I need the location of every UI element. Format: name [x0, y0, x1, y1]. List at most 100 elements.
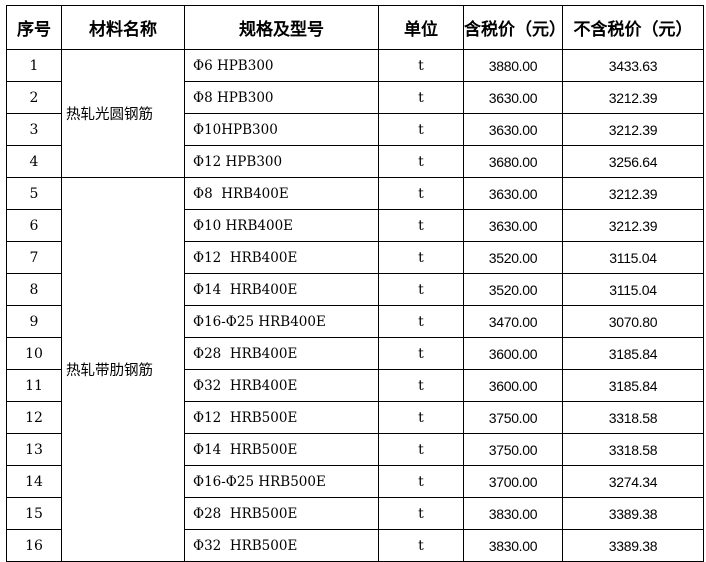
unit: t [378, 81, 464, 114]
spec: Φ8 HRB400E [184, 177, 379, 210]
unit: t [378, 529, 464, 562]
spec: Φ16-Φ25 HRB500E [184, 465, 379, 498]
unit: t [378, 145, 464, 178]
table-row: 5 热轧带肋钢筋 Φ8 HRB400E t 3630.00 3212.39 [6, 177, 704, 562]
unit: t [378, 369, 464, 402]
table-row: 3 Φ10HPB300 t 3630.00 3212.39 [6, 113, 704, 146]
header-row: 序号 材料名称 规格及型号 单位 含税价（元） 不含税价（元） [6, 5, 704, 50]
price-with-tax: 3600.00 [463, 369, 563, 402]
row-number: 9 [6, 305, 62, 338]
price-without-tax: 3185.84 [562, 369, 704, 402]
row-number: 14 [6, 465, 62, 498]
row-number: 5 [6, 177, 62, 210]
price-with-tax: 3680.00 [463, 145, 563, 178]
price-with-tax: 3600.00 [463, 337, 563, 370]
spec: Φ8 HPB300 [184, 81, 379, 114]
table-row: 14 Φ16-Φ25 HRB500E t 3700.00 3274.34 [6, 465, 704, 498]
table-row: 15 Φ28 HRB500E t 3830.00 3389.38 [6, 497, 704, 530]
row-number: 7 [6, 241, 62, 274]
price-without-tax: 3274.34 [562, 465, 704, 498]
header-unit: 单位 [378, 5, 464, 50]
price-without-tax: 3433.63 [562, 49, 704, 82]
spec: Φ10 HRB400E [184, 209, 379, 242]
row-number: 10 [6, 337, 62, 370]
unit: t [378, 305, 464, 338]
spec: Φ10HPB300 [184, 113, 379, 146]
table-row: 2 Φ8 HPB300 t 3630.00 3212.39 [6, 81, 704, 114]
price-with-tax: 3750.00 [463, 401, 563, 434]
unit: t [378, 113, 464, 146]
spec: Φ12 HRB500E [184, 401, 379, 434]
price-without-tax: 3212.39 [562, 81, 704, 114]
spec: Φ12 HPB300 [184, 145, 379, 178]
row-number: 13 [6, 433, 62, 466]
unit: t [378, 401, 464, 434]
table-row: 11 Φ32 HRB400E t 3600.00 3185.84 [6, 369, 704, 402]
spec: Φ28 HRB500E [184, 497, 379, 530]
unit: t [378, 465, 464, 498]
row-number: 4 [6, 145, 62, 178]
price-with-tax: 3520.00 [463, 241, 563, 274]
unit: t [378, 433, 464, 466]
row-number: 8 [6, 273, 62, 306]
price-with-tax: 3830.00 [463, 497, 563, 530]
price-without-tax: 3389.38 [562, 529, 704, 562]
price-with-tax: 3750.00 [463, 433, 563, 466]
price-with-tax: 3880.00 [463, 49, 563, 82]
price-without-tax: 3115.04 [562, 241, 704, 274]
price-without-tax: 3070.80 [562, 305, 704, 338]
unit: t [378, 273, 464, 306]
unit: t [378, 209, 464, 242]
table-row: 8 Φ14 HRB400E t 3520.00 3115.04 [6, 273, 704, 306]
price-without-tax: 3212.39 [562, 113, 704, 146]
table-row: 4 Φ12 HPB300 t 3680.00 3256.64 [6, 145, 704, 178]
price-with-tax: 3630.00 [463, 209, 563, 242]
table-row: 13 Φ14 HRB500E t 3750.00 3318.58 [6, 433, 704, 466]
unit: t [378, 337, 464, 370]
unit: t [378, 497, 464, 530]
price-with-tax: 3470.00 [463, 305, 563, 338]
table-row: 12 Φ12 HRB500E t 3750.00 3318.58 [6, 401, 704, 434]
spec: Φ32 HRB400E [184, 369, 379, 402]
spec: Φ12 HRB400E [184, 241, 379, 274]
header-price-tax: 含税价（元） [463, 5, 566, 50]
price-without-tax: 3185.84 [562, 337, 704, 370]
price-without-tax: 3318.58 [562, 401, 704, 434]
price-with-tax: 3630.00 [463, 81, 563, 114]
row-number: 6 [6, 209, 62, 242]
row-number: 2 [6, 81, 62, 114]
price-without-tax: 3389.38 [562, 497, 704, 530]
price-without-tax: 3115.04 [562, 273, 704, 306]
row-number: 12 [6, 401, 62, 434]
spec: Φ32 HRB500E [184, 529, 379, 562]
price-with-tax: 3630.00 [463, 177, 563, 210]
row-number: 11 [6, 369, 62, 402]
row-number: 1 [6, 49, 62, 82]
table-row: 7 Φ12 HRB400E t 3520.00 3115.04 [6, 241, 704, 274]
spec: Φ6 HPB300 [184, 49, 379, 82]
spec: Φ16-Φ25 HRB400E [184, 305, 379, 338]
price-with-tax: 3520.00 [463, 273, 563, 306]
row-number: 16 [6, 529, 62, 562]
spec: Φ14 HRB500E [184, 433, 379, 466]
price-with-tax: 3830.00 [463, 529, 563, 562]
unit: t [378, 49, 464, 82]
table-row: 16 Φ32 HRB500E t 3830.00 3389.38 [6, 529, 704, 562]
price-with-tax: 3630.00 [463, 113, 563, 146]
row-number: 15 [6, 497, 62, 530]
unit: t [378, 241, 464, 274]
price-without-tax: 3256.64 [562, 145, 704, 178]
price-table: 序号 材料名称 规格及型号 单位 含税价（元） 不含税价（元） 1 热轧光圆钢筋 Φ… [6, 5, 704, 562]
price-without-tax: 3212.39 [562, 209, 704, 242]
spec: Φ14 HRB400E [184, 273, 379, 306]
header-no: 序号 [6, 5, 62, 50]
header-price-notax: 不含税价（元） [562, 5, 704, 50]
header-spec: 规格及型号 [184, 5, 379, 50]
material-name: 热轧光圆钢筋 [61, 49, 185, 178]
material-name: 热轧带肋钢筋 [61, 177, 185, 562]
price-without-tax: 3318.58 [562, 433, 704, 466]
price-with-tax: 3700.00 [463, 465, 563, 498]
table-row: 1 热轧光圆钢筋 Φ6 HPB300 t 3880.00 3433.63 [6, 49, 704, 178]
row-number: 3 [6, 113, 62, 146]
unit: t [378, 177, 464, 210]
